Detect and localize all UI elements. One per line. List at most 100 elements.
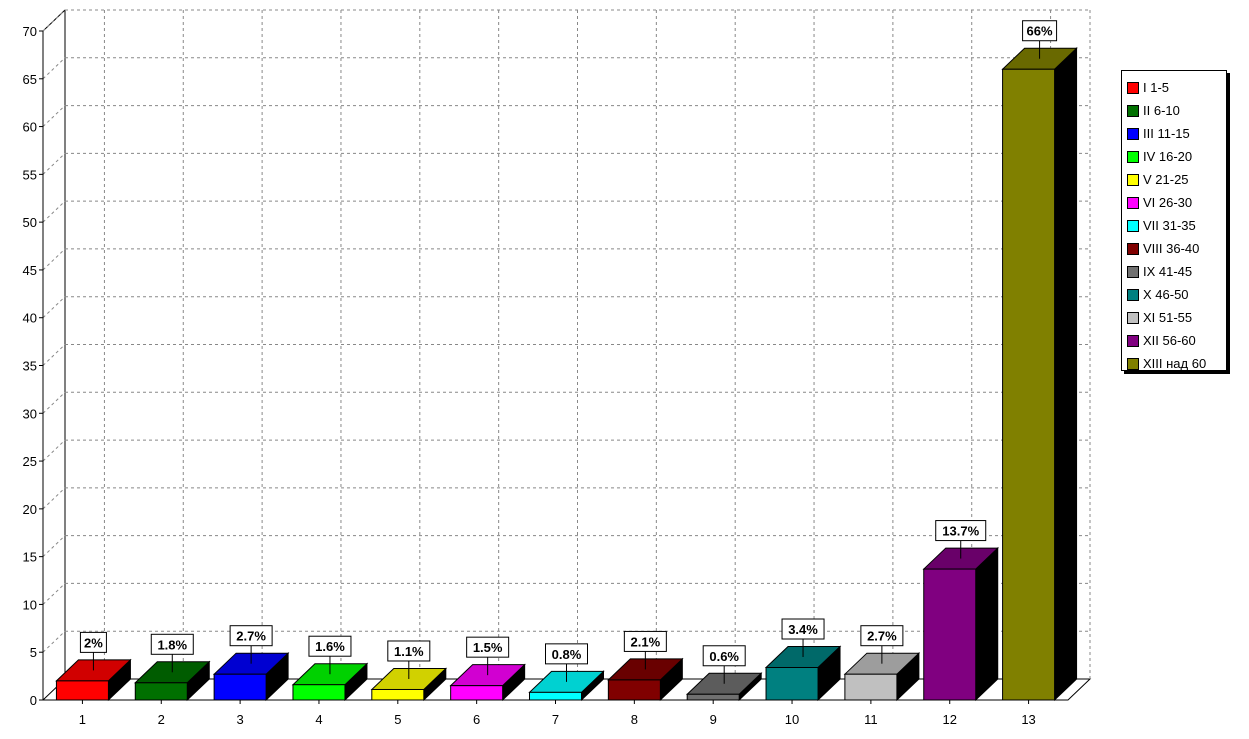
data-label-box (702, 645, 746, 667)
y-tick-label: 15 (23, 550, 37, 565)
chart-grid (42, 9, 1091, 679)
data-label-box (387, 640, 431, 662)
legend-swatch (1127, 334, 1139, 347)
legend-item: VI 26-30 (1127, 191, 1226, 214)
x-tick-label: 11 (864, 712, 878, 727)
bar-front (529, 691, 582, 701)
data-label: 3.4% (788, 622, 818, 637)
bar-front (213, 673, 267, 701)
legend-label: XI 51-55 (1143, 310, 1193, 325)
gridline-side (42, 57, 66, 80)
legend-swatch (1127, 219, 1139, 232)
legend-label: X 46-50 (1143, 287, 1189, 302)
bar-front (55, 680, 109, 701)
data-label: 2% (84, 635, 103, 650)
legend-swatch (1127, 173, 1139, 186)
y-tick-label: 35 (23, 359, 37, 374)
chart-legend: I 1-5 II 6-10 III 11-15 IV 16-20 V 21-25 VI 2… (1121, 70, 1227, 371)
gridline-side (42, 535, 66, 558)
legend-label: IX 41-45 (1143, 264, 1193, 279)
bar-front (371, 688, 425, 701)
legend-label: V 21-25 (1143, 172, 1189, 187)
chart-data-labels: 2% 1.8% 2.7% 1.6% 1.1% 1.5% 0.8% 2.1% 0.6% 3.4% 2.… (79, 20, 1058, 684)
legend-swatch (1127, 196, 1139, 209)
y-tick-label: 55 (23, 167, 37, 182)
data-label: 1.6% (315, 639, 345, 654)
x-tick-label: 1 (79, 712, 86, 727)
y-tick-label: 65 (23, 72, 37, 87)
bar (528, 670, 605, 702)
x-tick-label: 12 (942, 712, 956, 727)
legend-label: XII 56-60 (1143, 333, 1196, 348)
y-tick-label: 70 (23, 24, 37, 39)
gridline-side (42, 583, 66, 605)
x-tick-label: 13 (1021, 712, 1035, 727)
bar (1001, 47, 1078, 702)
bar-front (1002, 68, 1056, 701)
gridline-side (42, 344, 66, 366)
data-label-box (150, 633, 194, 655)
y-tick-label: 20 (23, 502, 37, 517)
legend-label: III 11-15 (1143, 126, 1190, 141)
legend-item: XI 51-55 (1127, 306, 1226, 329)
y-tick-label: 0 (30, 693, 37, 708)
data-label-box (79, 631, 107, 653)
data-label: 1.5% (473, 640, 503, 655)
legend-swatch (1127, 104, 1139, 117)
legend-item: VIII 36-40 (1127, 237, 1226, 260)
y-tick-label: 40 (23, 311, 37, 326)
data-label-box (935, 520, 987, 542)
legend-label: VI 26-30 (1143, 195, 1193, 210)
x-tick-label: 7 (552, 712, 559, 727)
legend-item: II 6-10 (1127, 99, 1226, 122)
bar-front (292, 684, 346, 701)
y-tick-label: 30 (23, 406, 37, 421)
y-tick-label: 50 (23, 215, 37, 230)
y-tick-label: 25 (23, 454, 37, 469)
data-label-box (545, 643, 588, 665)
bar (922, 546, 999, 702)
bar (764, 645, 842, 702)
data-label: 66% (1027, 24, 1053, 39)
data-label-box (860, 625, 904, 647)
gridline-side (42, 152, 66, 175)
legend-swatch (1127, 150, 1139, 163)
legend-swatch (1127, 357, 1139, 370)
bar-side (975, 546, 999, 702)
legend-label: VII 31-35 (1143, 218, 1196, 233)
data-label: 2.7% (867, 629, 897, 644)
data-label: 1.8% (157, 637, 187, 652)
bar (607, 657, 684, 702)
x-tick-label: 2 (158, 712, 165, 727)
y-tick-label: 10 (23, 597, 37, 612)
data-label: 1.1% (394, 644, 424, 659)
bar-front (607, 679, 661, 701)
bar-front (134, 682, 188, 701)
legend-swatch (1127, 265, 1139, 278)
x-tick-label: 3 (236, 712, 243, 727)
gridline-side (42, 105, 66, 127)
bar-front (923, 568, 977, 701)
x-tick-label: 4 (315, 712, 322, 727)
gridline-side (42, 439, 66, 462)
data-label: 2.7% (236, 629, 266, 644)
legend-label: I 1-5 (1143, 80, 1170, 95)
data-label: 0.6% (709, 649, 739, 664)
bar-front (844, 673, 898, 701)
gridline-side (42, 630, 66, 653)
legend-item: IX 41-45 (1127, 260, 1226, 283)
gridline-side (42, 9, 66, 32)
legend-item: IV 16-20 (1127, 145, 1226, 168)
data-label-box (466, 636, 510, 658)
legend-label: XIII над 60 (1143, 356, 1207, 371)
legend-label: VIII 36-40 (1143, 241, 1200, 256)
bar-front (686, 693, 740, 701)
legend-item: X 46-50 (1127, 283, 1226, 306)
x-tick-label: 8 (631, 712, 638, 727)
gridline-side (42, 200, 66, 223)
legend-label: II 6-10 (1143, 103, 1180, 118)
legend-item: V 21-25 (1127, 168, 1226, 191)
bar-side (1054, 47, 1078, 702)
